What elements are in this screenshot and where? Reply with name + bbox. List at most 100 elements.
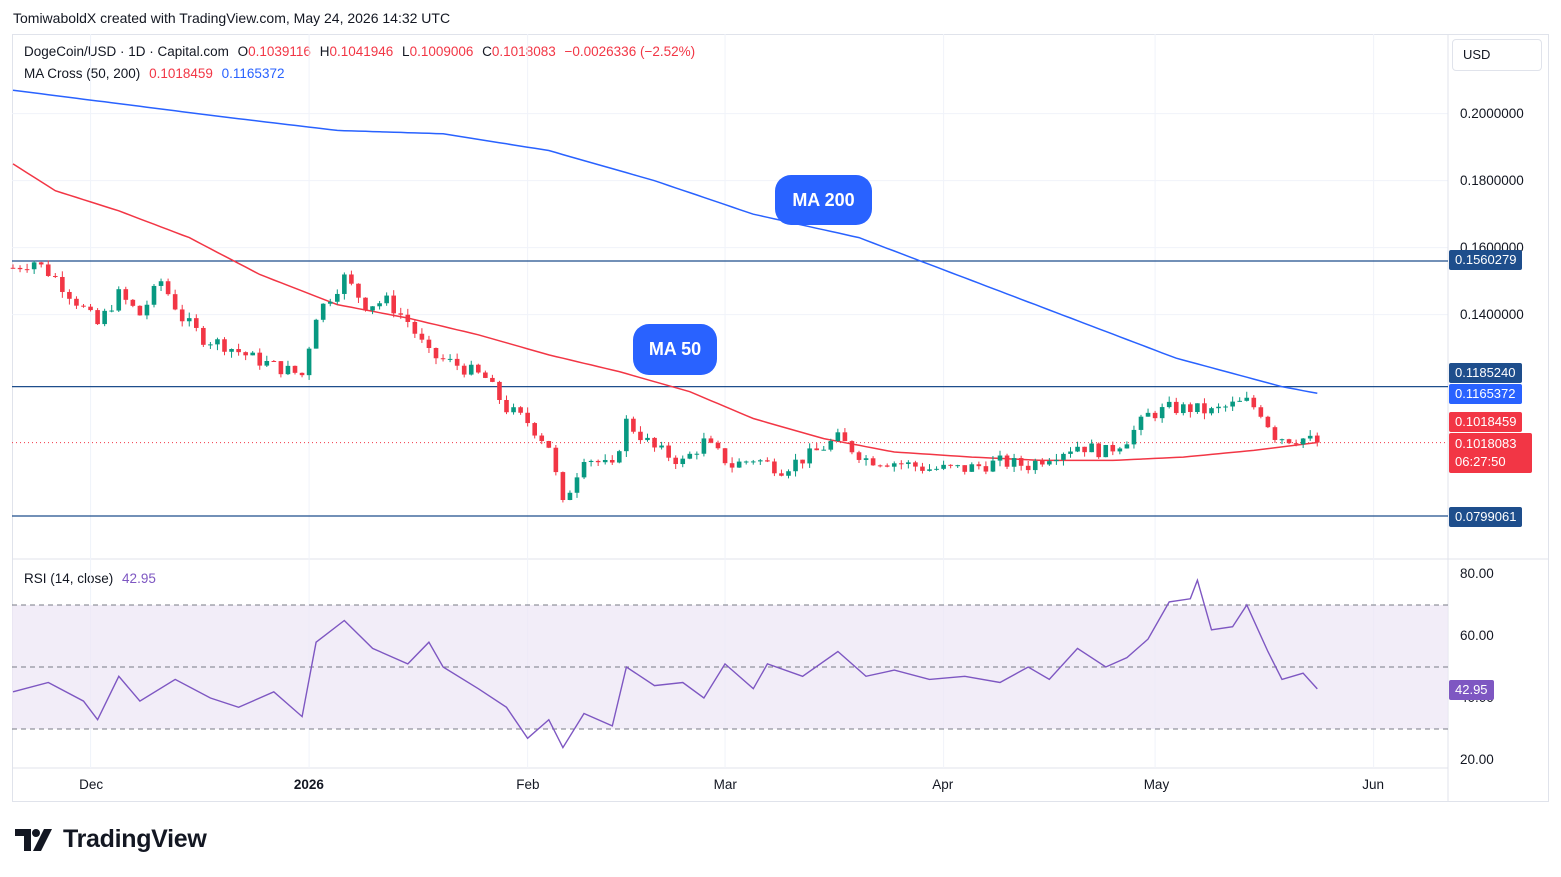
- candle[interactable]: [53, 273, 58, 279]
- candle[interactable]: [497, 380, 502, 404]
- candle[interactable]: [1307, 430, 1313, 441]
- candle[interactable]: [1025, 461, 1031, 474]
- candle[interactable]: [546, 440, 552, 449]
- candle[interactable]: [306, 346, 312, 380]
- candle[interactable]: [560, 471, 566, 503]
- candle[interactable]: [701, 432, 707, 457]
- tradingview-logo[interactable]: TradingView: [15, 825, 207, 854]
- candle[interactable]: [194, 314, 199, 332]
- candle[interactable]: [539, 433, 545, 445]
- candle[interactable]: [250, 351, 255, 356]
- candle[interactable]: [1293, 439, 1299, 447]
- candle[interactable]: [426, 335, 432, 353]
- candle[interactable]: [88, 303, 93, 312]
- candle[interactable]: [38, 261, 44, 268]
- candle[interactable]: [722, 447, 728, 466]
- candle[interactable]: [518, 406, 523, 415]
- candle[interactable]: [440, 354, 446, 362]
- candle[interactable]: [1202, 398, 1207, 420]
- candle[interactable]: [1216, 403, 1221, 414]
- candle[interactable]: [870, 456, 876, 466]
- candle[interactable]: [828, 438, 834, 452]
- candle[interactable]: [659, 441, 664, 450]
- candle[interactable]: [1258, 405, 1264, 419]
- candle[interactable]: [1188, 402, 1193, 418]
- candle[interactable]: [342, 272, 347, 300]
- candle[interactable]: [215, 337, 220, 351]
- candle[interactable]: [1152, 410, 1158, 422]
- candle[interactable]: [116, 286, 122, 312]
- candle[interactable]: [1011, 453, 1017, 472]
- candle[interactable]: [1138, 414, 1144, 436]
- candle[interactable]: [257, 348, 263, 370]
- candle[interactable]: [694, 451, 700, 460]
- candle[interactable]: [208, 342, 213, 349]
- candle[interactable]: [1068, 447, 1073, 458]
- candle[interactable]: [172, 289, 178, 311]
- candle[interactable]: [842, 428, 848, 442]
- candle[interactable]: [913, 460, 918, 472]
- candle[interactable]: [962, 465, 968, 475]
- candle[interactable]: [567, 490, 573, 501]
- candle[interactable]: [715, 440, 721, 450]
- candle[interactable]: [687, 451, 693, 460]
- candle[interactable]: [222, 337, 227, 356]
- candle[interactable]: [955, 464, 960, 468]
- candle[interactable]: [447, 354, 453, 363]
- candle[interactable]: [1230, 396, 1235, 412]
- candle[interactable]: [884, 463, 890, 468]
- candle[interactable]: [856, 450, 862, 463]
- candle[interactable]: [461, 363, 467, 378]
- candle[interactable]: [1244, 391, 1250, 402]
- candle[interactable]: [1047, 458, 1052, 466]
- candle[interactable]: [1032, 458, 1038, 474]
- candle[interactable]: [363, 297, 368, 312]
- candle[interactable]: [673, 455, 678, 470]
- ma-cross-label[interactable]: MA Cross (50, 200): [24, 66, 141, 81]
- candle[interactable]: [1018, 455, 1024, 471]
- candle[interactable]: [758, 458, 763, 465]
- candle[interactable]: [997, 450, 1003, 467]
- candle[interactable]: [31, 260, 37, 274]
- candle[interactable]: [1265, 415, 1271, 429]
- candle[interactable]: [1004, 453, 1010, 470]
- candle[interactable]: [151, 283, 157, 308]
- candle[interactable]: [680, 455, 686, 468]
- candle[interactable]: [948, 464, 953, 469]
- candle[interactable]: [920, 462, 925, 474]
- candle[interactable]: [1195, 403, 1200, 414]
- candle[interactable]: [271, 359, 277, 363]
- candle[interactable]: [800, 459, 805, 469]
- candle[interactable]: [1117, 446, 1123, 455]
- candle[interactable]: [130, 299, 136, 308]
- candle[interactable]: [666, 442, 671, 462]
- candle[interactable]: [631, 416, 636, 434]
- candle[interactable]: [934, 466, 939, 471]
- candle[interactable]: [81, 303, 86, 308]
- candle[interactable]: [581, 458, 587, 480]
- candle[interactable]: [236, 343, 241, 356]
- candle[interactable]: [320, 303, 326, 323]
- candle[interactable]: [835, 428, 841, 442]
- candle[interactable]: [969, 462, 975, 473]
- candle[interactable]: [285, 360, 291, 376]
- candle[interactable]: [750, 459, 756, 465]
- rsi-line[interactable]: [12, 577, 1318, 750]
- candle[interactable]: [793, 453, 798, 477]
- candle[interactable]: [976, 461, 982, 470]
- candle[interactable]: [1103, 444, 1109, 458]
- candle[interactable]: [165, 278, 171, 296]
- candle[interactable]: [891, 461, 897, 472]
- candle[interactable]: [1223, 404, 1228, 412]
- candle[interactable]: [1124, 441, 1130, 449]
- candle[interactable]: [278, 360, 284, 378]
- candle[interactable]: [1300, 438, 1306, 448]
- candle[interactable]: [483, 370, 488, 379]
- candle[interactable]: [10, 264, 16, 269]
- candle[interactable]: [553, 444, 559, 476]
- candle[interactable]: [849, 440, 855, 455]
- candle[interactable]: [602, 454, 608, 465]
- candle[interactable]: [906, 460, 911, 469]
- candle[interactable]: [983, 461, 989, 475]
